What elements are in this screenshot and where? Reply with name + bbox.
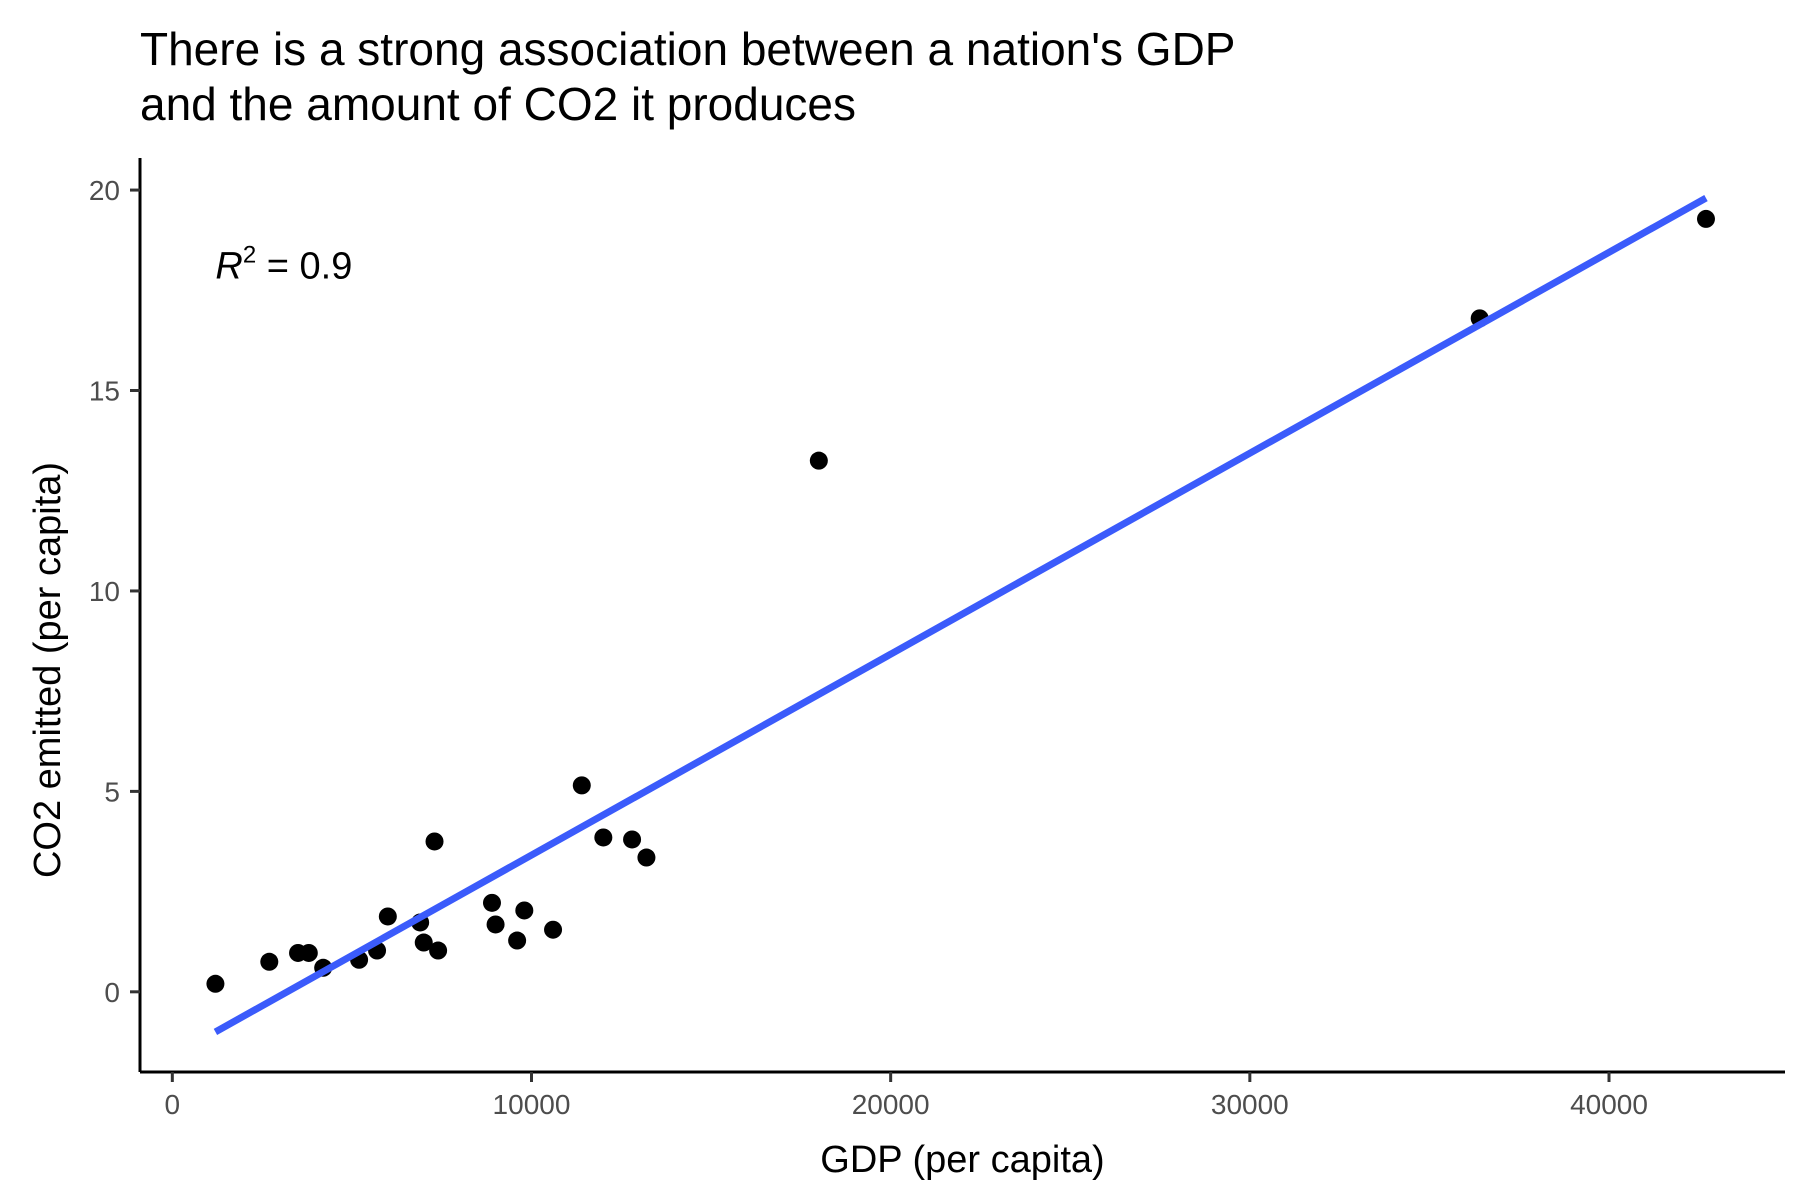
data-point (260, 952, 279, 971)
r-exponent: 2 (243, 241, 256, 268)
x-tick-label: 0 (165, 1089, 181, 1120)
y-tick-label: 20 (89, 175, 120, 206)
data-point (508, 931, 527, 950)
data-point (414, 933, 433, 952)
y-tick-label: 5 (104, 776, 120, 807)
x-tick-label: 20000 (852, 1089, 930, 1120)
r-squared-value: = 0.9 (256, 245, 352, 287)
data-point (299, 943, 318, 962)
x-axis-ticks: 0 10000 20000 30000 40000 (165, 1072, 1648, 1120)
data-point (572, 776, 591, 795)
data-point (515, 901, 534, 920)
data-points (206, 209, 1715, 993)
x-tick-label: 30000 (1211, 1089, 1289, 1120)
x-tick-label: 40000 (1570, 1089, 1648, 1120)
x-axis-title: GDP (per capita) (820, 1139, 1104, 1181)
data-point (637, 848, 656, 867)
data-point (486, 915, 505, 934)
y-tick-label: 0 (104, 977, 120, 1008)
chart-title: There is a strong association between a … (140, 22, 1236, 132)
data-point (623, 830, 642, 849)
data-point (809, 451, 828, 470)
y-axis-title: CO2 emitted (per capita) (27, 462, 69, 878)
x-tick-label: 10000 (493, 1089, 571, 1120)
r-squared-annotation: R2 = 0.9 (215, 241, 352, 287)
data-point (482, 893, 501, 912)
y-axis-ticks: 0 5 10 15 20 (89, 175, 140, 1008)
data-point (429, 941, 448, 960)
y-tick-label: 15 (89, 376, 120, 407)
chart-title-line-1: There is a strong association between a … (140, 23, 1236, 75)
data-point (594, 828, 613, 847)
data-point (1696, 209, 1715, 228)
regression-line (213, 195, 1708, 1035)
chart-title-line-2: and the amount of CO2 it produces (140, 78, 856, 130)
data-point (425, 832, 444, 851)
r-symbol: R (215, 245, 242, 287)
y-tick-label: 10 (89, 576, 120, 607)
data-point (206, 974, 225, 993)
data-point (544, 920, 563, 939)
axes: 0 10000 20000 30000 40000 0 5 10 15 20 (89, 158, 1785, 1120)
data-point (378, 907, 397, 926)
